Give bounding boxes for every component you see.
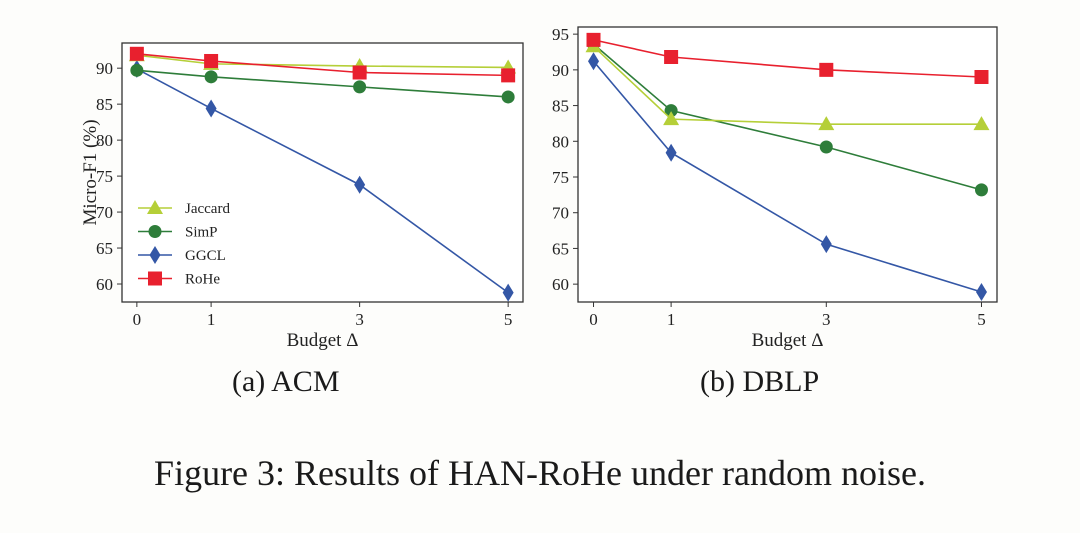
data-point-simp xyxy=(353,80,367,94)
subfigure-label-acm: (a) ACM xyxy=(232,365,340,398)
legend-label-jaccard: Jaccard xyxy=(185,201,230,217)
y-tick-label: 60 xyxy=(96,275,113,294)
series-line-simp xyxy=(136,69,509,98)
data-point-simp xyxy=(204,70,218,84)
y-tick-label: 75 xyxy=(552,168,569,187)
subfigure-label-dblp: (b) DBLP xyxy=(700,365,820,398)
x-tick-label: 5 xyxy=(977,310,986,329)
legend-marker-simp xyxy=(148,225,162,238)
data-point-rohe xyxy=(129,46,144,61)
legend-label-ggcl: GGCL xyxy=(185,248,226,264)
y-tick-label: 75 xyxy=(96,167,113,186)
series-line-jaccard xyxy=(136,54,509,69)
legend-marker-rohe xyxy=(148,271,162,286)
data-point-ggcl xyxy=(975,283,987,301)
figure-caption: Figure 3: Results of HAN-RoHe under rand… xyxy=(154,453,926,493)
data-point-ggcl xyxy=(820,235,832,254)
plot-area xyxy=(121,42,524,303)
data-point-ggcl xyxy=(588,52,600,71)
data-point-ggcl xyxy=(354,175,366,194)
y-tick-label: 90 xyxy=(96,59,113,78)
y-tick-label: 70 xyxy=(96,203,113,222)
series-line-simp xyxy=(592,43,982,191)
data-point-rohe xyxy=(204,53,219,68)
data-point-rohe xyxy=(501,68,516,83)
x-tick-label: 3 xyxy=(822,310,831,329)
data-point-simp xyxy=(974,183,988,197)
chart-dblp: 60 65 70 75 80 85 90 95 0 1 3 5 Budget Δ xyxy=(552,25,998,351)
legend: Jaccard SimP GGCL RoHe xyxy=(138,200,230,288)
data-point-simp xyxy=(130,63,144,77)
data-point-ggcl xyxy=(502,283,514,302)
chart-acm: 60 65 70 75 80 85 90 0 1 3 5 Budget Δ Micro-F1 (%) Ja… xyxy=(80,42,524,351)
data-point-jaccard xyxy=(818,116,835,131)
data-point-simp xyxy=(664,104,678,118)
y-tick-label: 80 xyxy=(552,132,569,151)
x-tick-label: 1 xyxy=(207,310,216,329)
y-tick-label: 65 xyxy=(552,239,569,258)
y-tick-label: 95 xyxy=(552,25,569,44)
y-tick-label: 70 xyxy=(552,204,569,223)
y-tick-label: 85 xyxy=(96,95,113,114)
series-line-rohe xyxy=(593,39,982,78)
legend-marker-ggcl xyxy=(149,246,161,264)
x-tick-label: 0 xyxy=(133,310,142,329)
data-point-rohe xyxy=(664,50,679,64)
legend-label-simp: SimP xyxy=(185,225,218,241)
series-line-ggcl xyxy=(136,68,509,294)
data-point-jaccard xyxy=(973,116,990,131)
series-line-rohe xyxy=(136,52,509,77)
x-tick-label: 3 xyxy=(355,310,364,329)
y-tick-label: 60 xyxy=(552,275,569,294)
data-point-simp xyxy=(501,90,515,104)
y-tick-label: 85 xyxy=(552,97,569,116)
data-point-simp xyxy=(819,140,833,154)
data-point-rohe xyxy=(819,62,834,77)
data-point-rohe xyxy=(586,32,601,47)
x-axis-label: Budget Δ xyxy=(752,330,824,351)
x-axis-label: Budget Δ xyxy=(287,330,359,351)
data-point-rohe xyxy=(352,65,367,80)
series-line-jaccard xyxy=(592,45,982,125)
x-tick-label: 1 xyxy=(667,310,676,329)
legend-label-rohe: RoHe xyxy=(185,272,220,288)
plot-area xyxy=(577,26,998,303)
y-tick-label: 80 xyxy=(96,131,113,150)
series-line-ggcl xyxy=(592,60,982,293)
y-axis-label: Micro-F1 (%) xyxy=(80,119,101,225)
data-point-jaccard xyxy=(663,111,680,126)
y-tick-label: 65 xyxy=(96,239,113,258)
data-point-rohe xyxy=(974,70,989,84)
data-point-ggcl xyxy=(665,143,677,162)
x-tick-label: 0 xyxy=(589,310,598,329)
y-tick-label: 90 xyxy=(552,61,569,80)
legend-marker-jaccard xyxy=(147,200,163,214)
x-tick-label: 5 xyxy=(504,310,513,329)
data-point-ggcl xyxy=(205,99,217,118)
